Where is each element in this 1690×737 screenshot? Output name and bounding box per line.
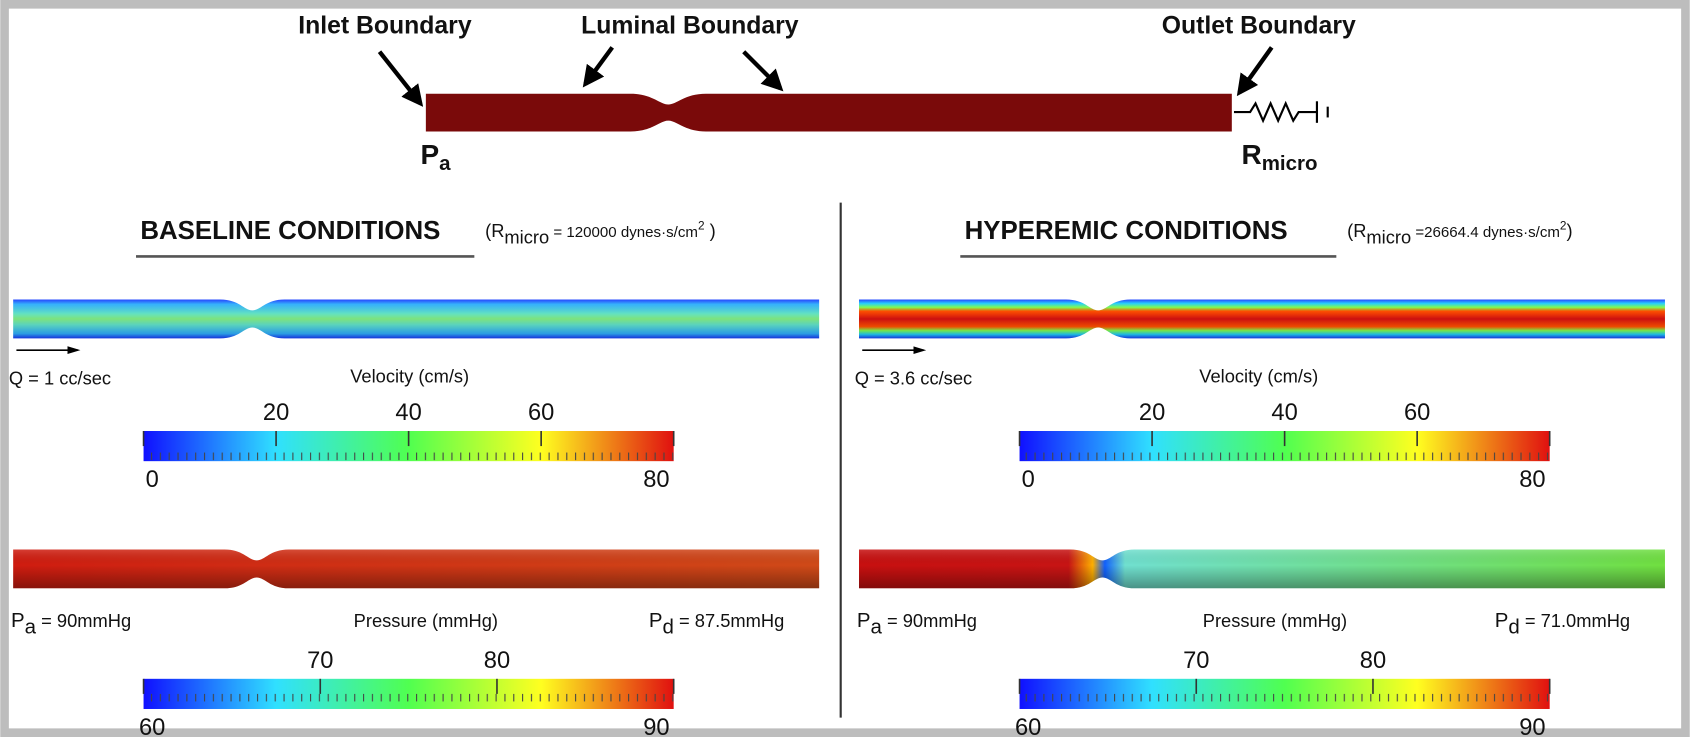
flow-label: Q = 3.6 cc/sec [855, 368, 972, 389]
colorbar-tick-label: 0 [146, 467, 159, 493]
sub: a [25, 616, 37, 639]
colorbar-tick-label: 70 [1183, 648, 1209, 674]
value: = 90mmHg [36, 610, 131, 631]
colorbar-tick-label: 40 [395, 400, 421, 426]
prefix: (R [1347, 220, 1366, 241]
flow-label: Q = 1 cc/sec [9, 368, 111, 389]
value: = 71.0mmHg [1520, 610, 1630, 631]
figure: Inlet Boundary Luminal Boundary Outlet B… [0, 0, 1690, 737]
main: P [1495, 609, 1509, 632]
value: = 90mmHg [882, 610, 977, 631]
colorbar-tick-label: 20 [1139, 400, 1165, 426]
main: P [857, 609, 871, 632]
vessel-shade [859, 300, 1665, 339]
colorbar-tick-label: 40 [1271, 400, 1297, 426]
colorbar-tick-label: 80 [1360, 648, 1386, 674]
colorbar-tick-label: 90 [643, 715, 669, 737]
sub: micro [504, 227, 549, 248]
main: P [649, 609, 663, 632]
prefix: (R [485, 220, 504, 241]
suffix: ) [1567, 220, 1573, 241]
colorbar-tick-label: 20 [263, 400, 289, 426]
label: Outlet Boundary [1162, 12, 1356, 39]
suffix: ) [705, 220, 716, 241]
sub: micro [1366, 227, 1411, 248]
value: = 120000 dynes·s/cm [549, 224, 698, 241]
panel-title: HYPEREMIC CONDITIONS [965, 217, 1288, 245]
sub: a [871, 616, 883, 639]
colorbar-tick-label: 60 [1015, 715, 1041, 737]
main: P [11, 609, 25, 632]
colorbar-tick-label: 60 [528, 400, 554, 426]
vessel-shade [13, 550, 819, 589]
colorbar-tick-label: 80 [643, 467, 669, 493]
top-vessel [426, 94, 1232, 132]
colorbar-tick-label: 80 [484, 648, 510, 674]
colorbar-minor-ticks [144, 679, 674, 709]
pressure-label: Pressure (mmHg) [354, 610, 498, 631]
value: = 87.5mmHg [674, 610, 784, 631]
pressure-label: Pressure (mmHg) [1203, 610, 1347, 631]
sub: d [1508, 616, 1519, 639]
colorbar-tick-label: 70 [307, 648, 333, 674]
sub: d [663, 616, 674, 639]
vessel-shade [859, 550, 1665, 589]
label: Luminal Boundary [581, 12, 799, 39]
velocity-label: Velocity (cm/s) [350, 366, 469, 387]
value: =26664.4 dynes·s/cm [1411, 224, 1560, 241]
colorbar-tick-label: 0 [1022, 467, 1035, 493]
velocity-label: Velocity (cm/s) [1199, 366, 1318, 387]
vessel-shade [13, 300, 819, 339]
colorbar-tick-label: 80 [1519, 467, 1545, 493]
colorbar-minor-ticks [1020, 679, 1550, 709]
label: Inlet Boundary [298, 12, 472, 39]
colorbar-tick-label: 60 [1404, 400, 1430, 426]
panel-title: BASELINE CONDITIONS [140, 217, 440, 245]
colorbar-tick-label: 60 [139, 715, 165, 737]
colorbar-tick-label: 90 [1519, 715, 1545, 737]
